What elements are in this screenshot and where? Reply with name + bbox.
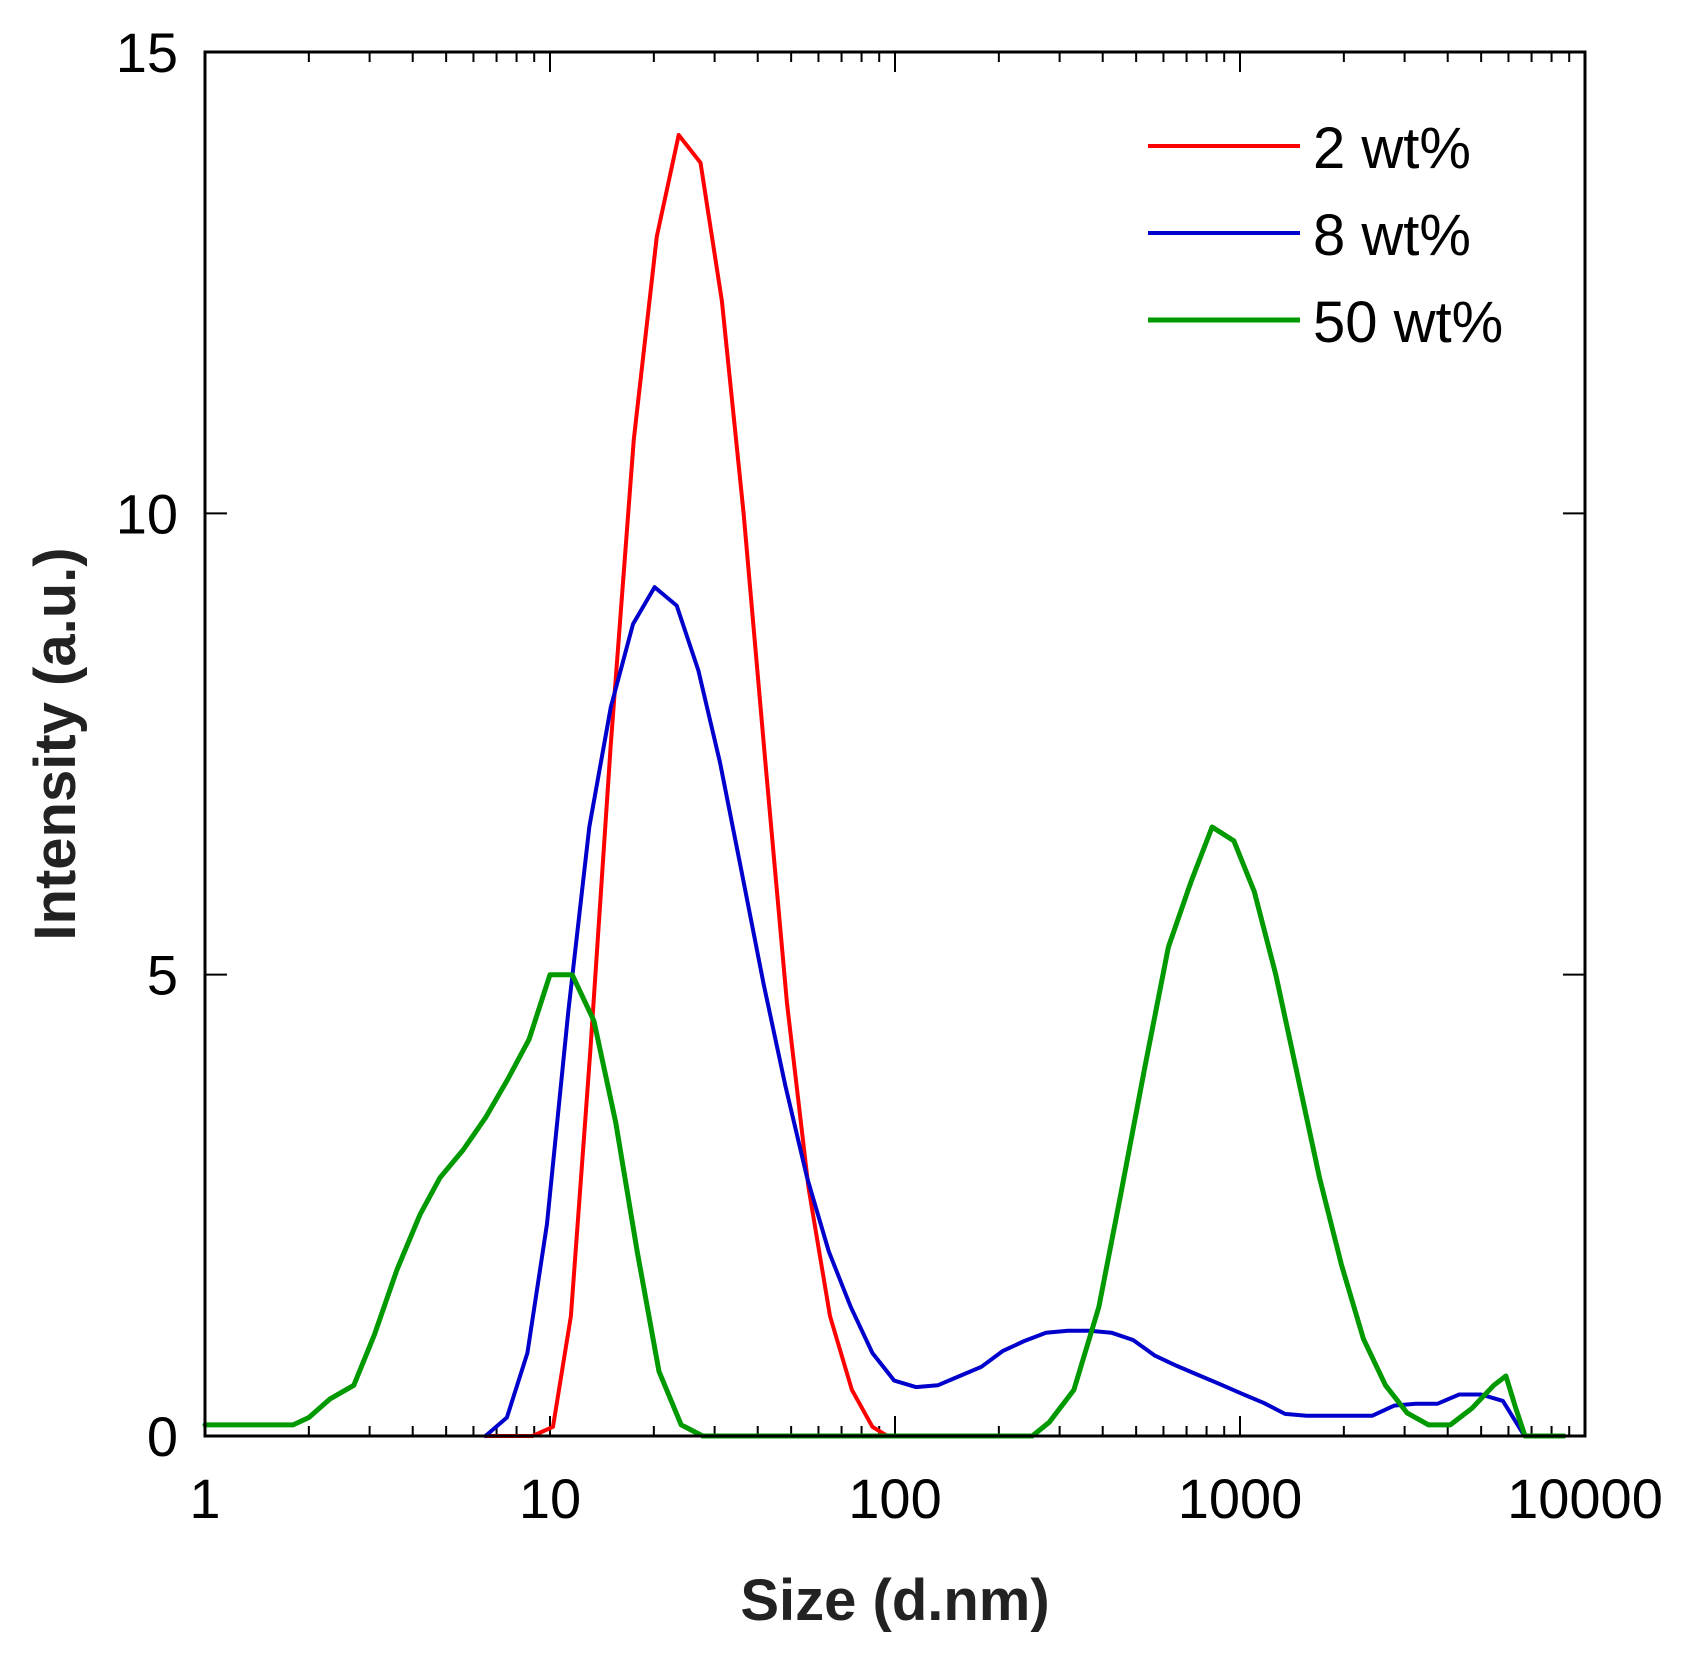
x-tick-label: 1 — [189, 1467, 220, 1530]
y-tick-label: 10 — [116, 482, 178, 545]
legend-label: 2 wt% — [1313, 116, 1471, 181]
x-tick-label: 10 — [519, 1467, 581, 1530]
x-tick-label: 100 — [848, 1467, 941, 1530]
series-line-50-wt- — [202, 824, 1567, 1439]
series-line-2-wt- — [483, 133, 890, 1438]
legend: 2 wt% 8 wt% 50 wt% — [1148, 116, 1503, 355]
plot-series — [202, 133, 1567, 1439]
x-tick-label: 1000 — [1178, 1467, 1303, 1530]
x-axis-title: Size (d.nm) — [740, 1568, 1049, 1633]
tick-labels: 1 10 100 1000 10000 0 5 10 15 — [116, 21, 1663, 1530]
y-tick-label: 5 — [147, 944, 178, 1007]
y-tick-label: 0 — [147, 1405, 178, 1468]
x-tick-label: 10000 — [1507, 1467, 1663, 1530]
plot-frame — [203, 50, 1587, 1438]
y-axis-title: Intensity (a.u.) — [23, 547, 88, 940]
y-tick-label: 15 — [116, 21, 178, 84]
legend-label: 8 wt% — [1313, 203, 1471, 268]
series-line-8-wt- — [483, 585, 1527, 1438]
legend-label: 50 wt% — [1313, 290, 1503, 355]
